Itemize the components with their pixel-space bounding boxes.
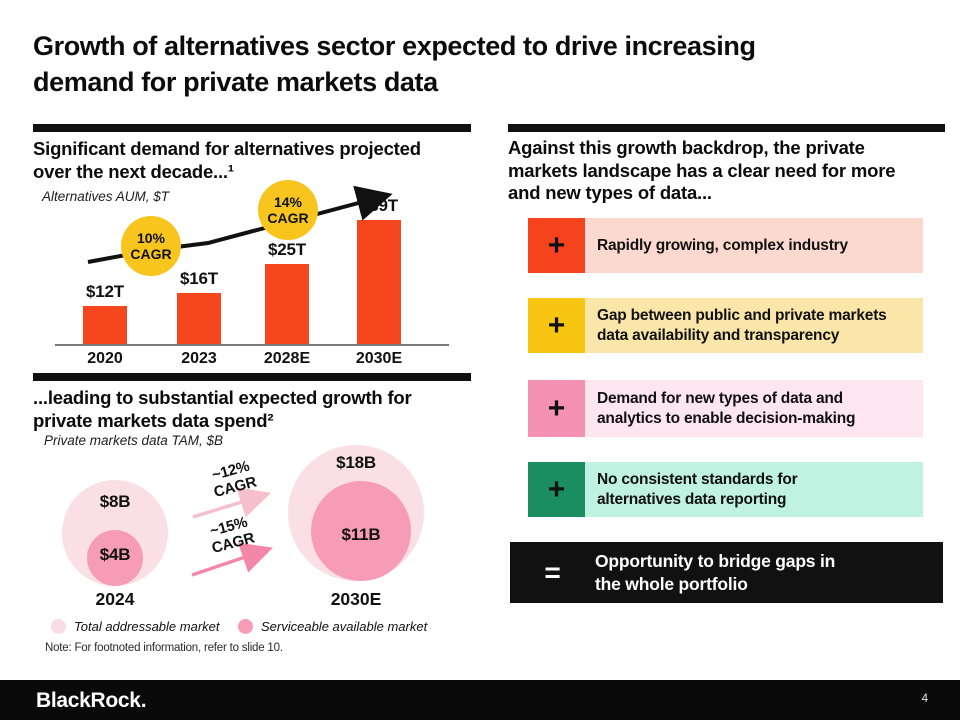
bar bbox=[83, 306, 127, 344]
x-axis-line bbox=[55, 344, 449, 346]
bar bbox=[177, 293, 221, 344]
footnote: Note: For footnoted information, refer t… bbox=[45, 642, 283, 654]
bubble-legend: Total addressable market Serviceable ava… bbox=[33, 619, 471, 639]
bar bbox=[265, 264, 309, 344]
legend-item-sam: Serviceable available market bbox=[238, 619, 427, 634]
footer-bar: BlackRock. 4 bbox=[0, 680, 960, 720]
plus-icon: + bbox=[528, 462, 585, 517]
tam-unit-label: Private markets data TAM, $B bbox=[44, 433, 224, 448]
sam-legend-label: Serviceable available market bbox=[261, 619, 428, 634]
cagr-badge-14pct: 14% CAGR bbox=[258, 180, 318, 240]
bubble-value-11b: $11B bbox=[341, 525, 381, 544]
sam-legend-dot-icon bbox=[238, 619, 253, 634]
right-heading: Against this growth backdrop, the privat… bbox=[508, 137, 896, 204]
left-top-heading: Significant demand for alternatives proj… bbox=[33, 138, 421, 182]
bar-column: $16T bbox=[177, 269, 221, 344]
left-bottom-heading: ...leading to substantial expected growt… bbox=[33, 387, 412, 431]
right-section-divider-top bbox=[508, 124, 945, 132]
growth-trend-arrow bbox=[87, 185, 393, 264]
bubble-2030-sam bbox=[311, 481, 411, 581]
bar-value-label: $12T bbox=[86, 282, 124, 301]
page-number: 4 bbox=[921, 693, 928, 705]
bubble-value-18b: $18B bbox=[336, 453, 376, 472]
left-section-divider-top bbox=[33, 124, 471, 132]
page-title: Growth of alternatives sector expected t… bbox=[33, 31, 756, 98]
cagr-arrows bbox=[191, 487, 273, 577]
plus-icon: + bbox=[528, 380, 585, 437]
cagr-badge-10pct: 10% CAGR bbox=[121, 216, 181, 276]
need-row-industry: + Rapidly growing, complex industry bbox=[528, 218, 923, 273]
opportunity-row: = Opportunity to bridge gaps in the whol… bbox=[510, 542, 943, 603]
bar bbox=[357, 220, 401, 344]
opportunity-text: Opportunity to bridge gaps in the whole … bbox=[595, 550, 836, 594]
cagr-arrow-15pct bbox=[191, 542, 273, 577]
need-row-text: No consistent standards for alternatives… bbox=[597, 471, 798, 508]
need-row-demand: + Demand for new types of data and analy… bbox=[528, 380, 923, 437]
left-section-divider-mid bbox=[33, 373, 471, 381]
bubble-category-2030e: 2030E bbox=[330, 589, 382, 609]
bubble-2024-sam bbox=[87, 530, 143, 586]
plus-icon: + bbox=[528, 298, 585, 353]
x-axis-label: 2028E bbox=[263, 350, 311, 367]
equals-icon: = bbox=[544, 556, 561, 588]
need-row-text: Rapidly growing, complex industry bbox=[597, 236, 848, 254]
tam-legend-label: Total addressable market bbox=[74, 619, 220, 634]
bubble-value-4b: $4B bbox=[99, 545, 131, 564]
blackrock-logo: BlackRock. bbox=[36, 689, 147, 712]
bar-column: $25T bbox=[265, 240, 309, 344]
bubble-category-2024: 2024 bbox=[95, 589, 135, 609]
tam-legend-dot-icon bbox=[51, 619, 66, 634]
bar-value-label: $25T bbox=[268, 240, 306, 259]
x-axis-label: 2020 bbox=[87, 350, 123, 367]
x-axis-label: 2023 bbox=[181, 350, 217, 367]
aum-unit-label: Alternatives AUM, $T bbox=[42, 189, 170, 204]
bar-column: $12T bbox=[83, 282, 127, 344]
plus-icon: + bbox=[528, 218, 585, 273]
aum-bar-chart: $12T $16T $25T $39T 2020 2023 2028E 2030E 10% … bbox=[33, 180, 471, 375]
need-row-text: Gap between public and private markets d… bbox=[597, 307, 887, 344]
bar-value-label: $16T bbox=[180, 269, 218, 288]
need-row-standards: + No consistent standards for alternativ… bbox=[528, 462, 923, 517]
need-row-gap: + Gap between public and private markets… bbox=[528, 298, 923, 353]
x-axis-label: 2030E bbox=[355, 350, 403, 367]
bubble-value-8b: $8B bbox=[99, 492, 131, 511]
legend-item-tam: Total addressable market bbox=[51, 619, 220, 634]
tam-bubble-chart: $8B $4B $18B $11B ~12% CAGR ~15% CAGR 20… bbox=[33, 437, 471, 618]
need-row-text: Demand for new types of data and analyti… bbox=[597, 390, 856, 427]
cagr-arrow-12pct bbox=[192, 487, 272, 519]
